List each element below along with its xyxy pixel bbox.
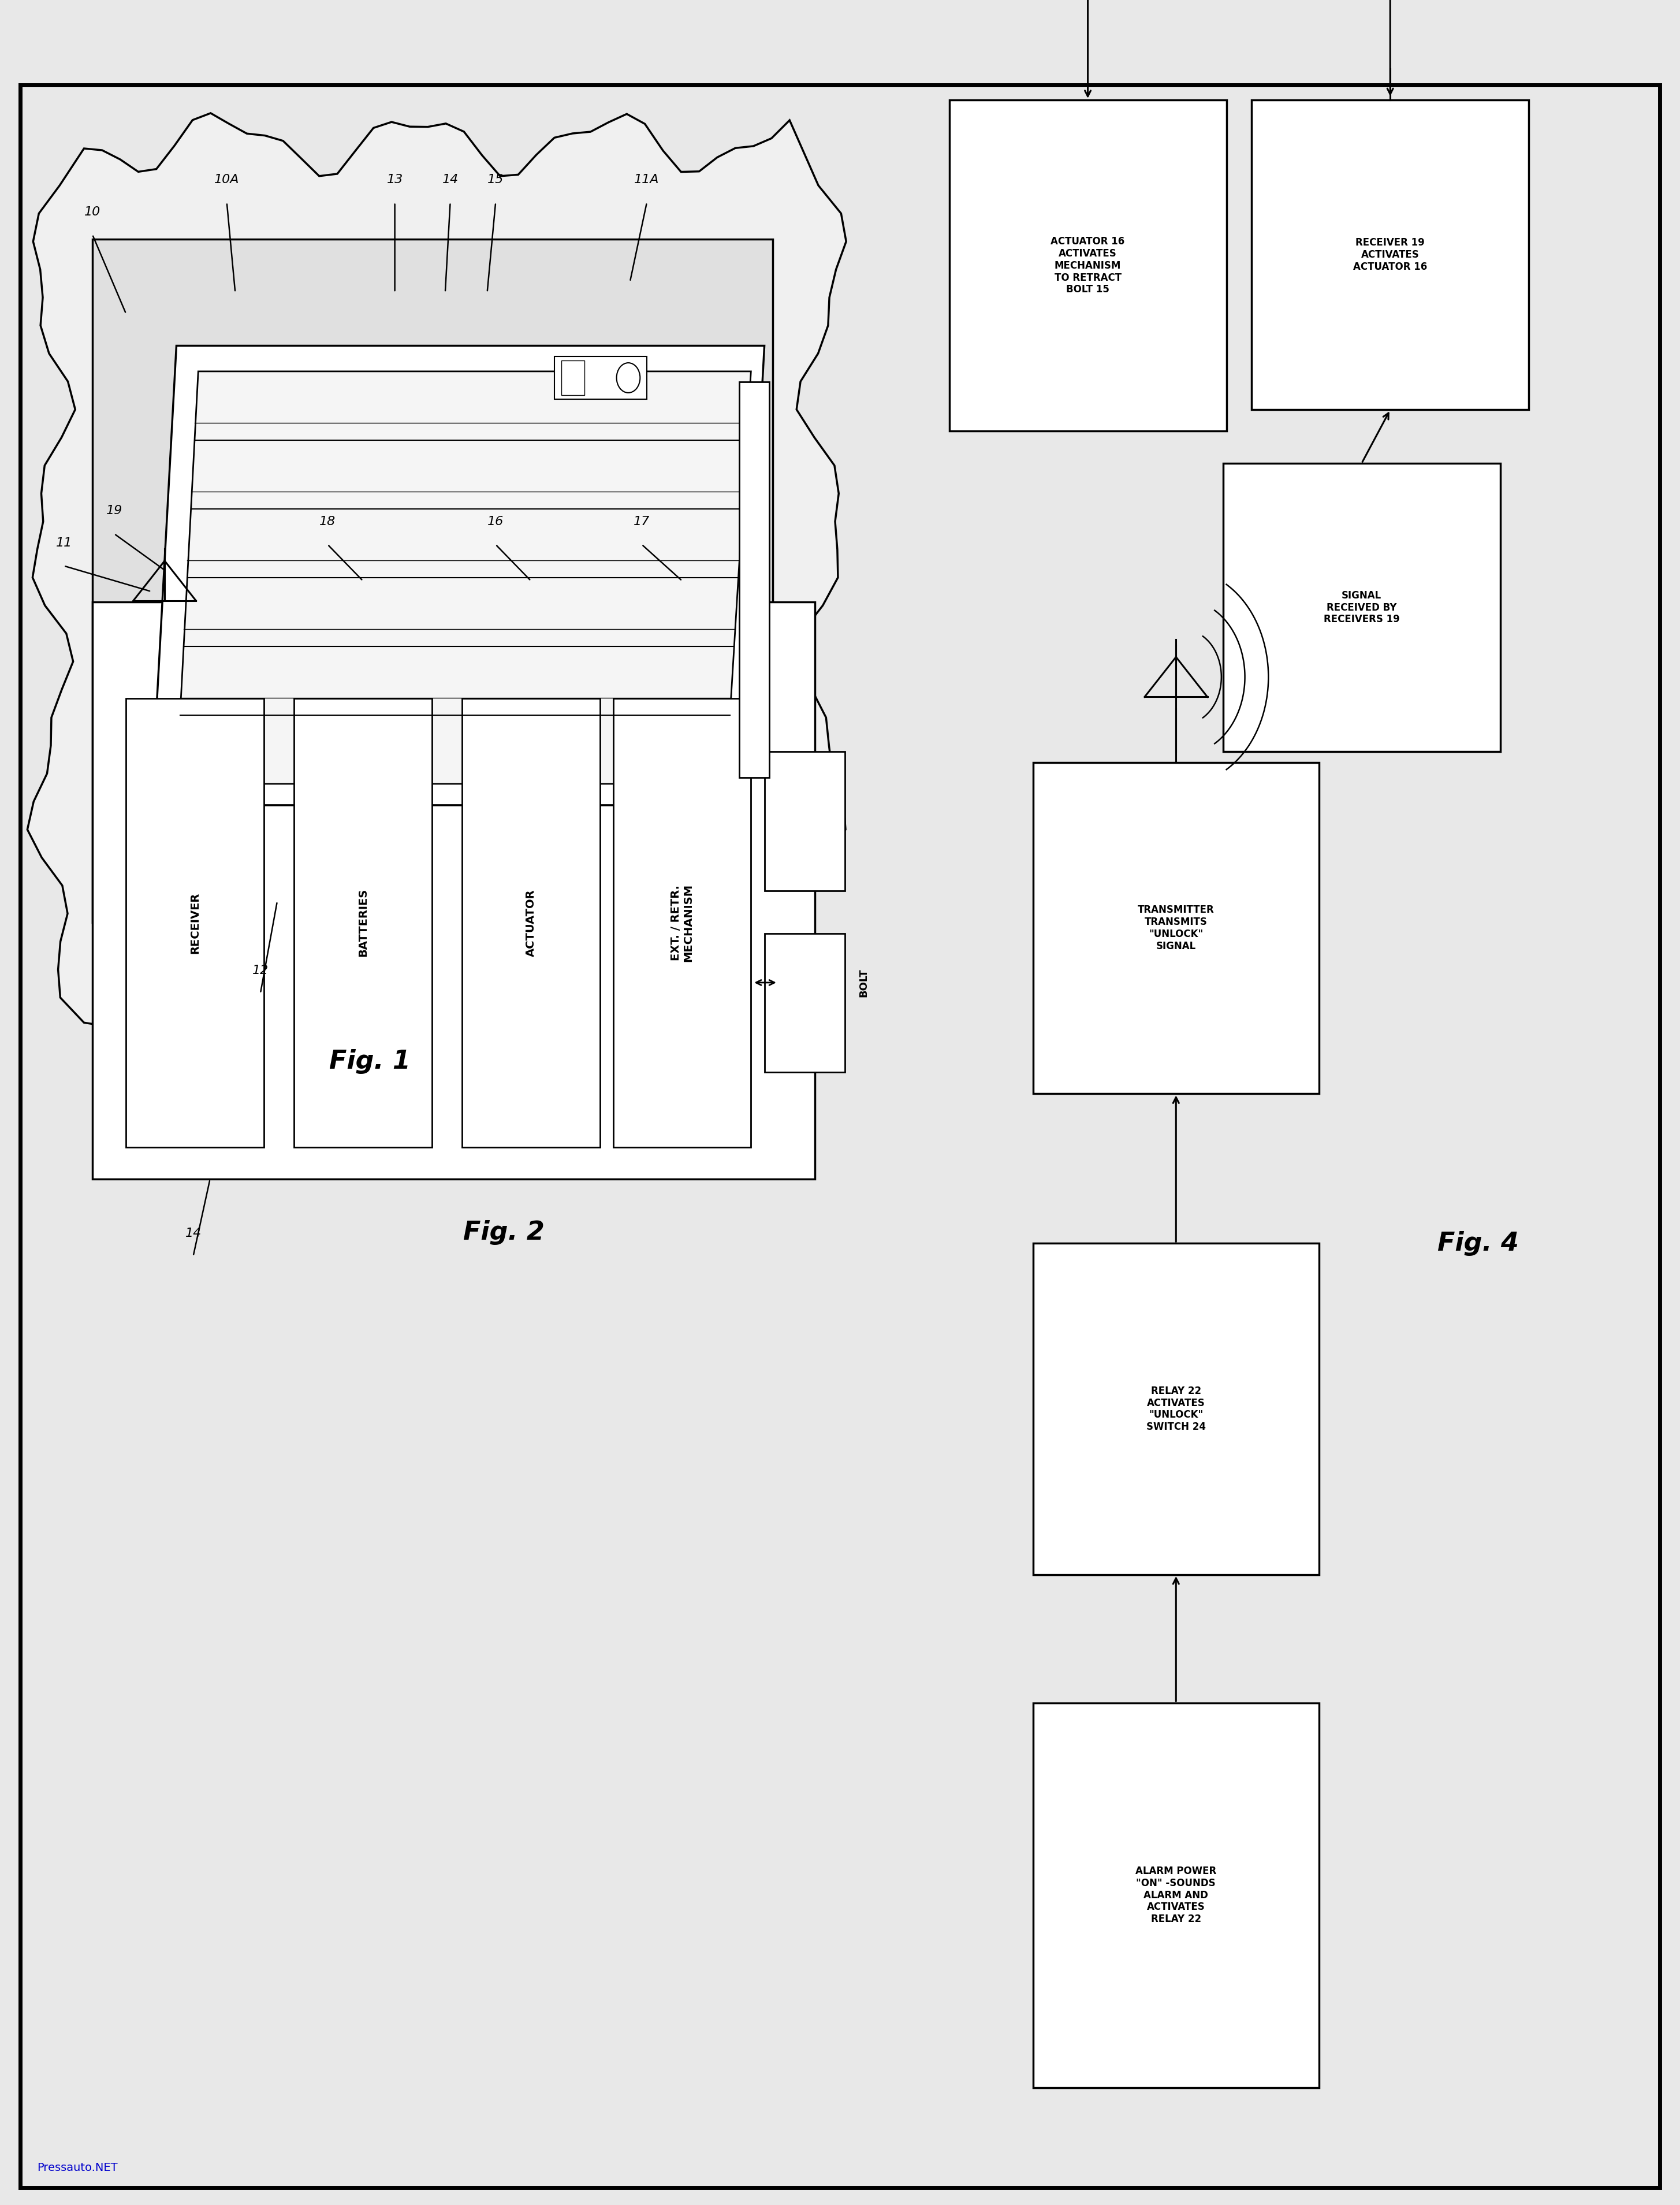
Bar xyxy=(764,933,845,1072)
Bar xyxy=(92,238,773,922)
Text: 16: 16 xyxy=(487,516,504,527)
Text: 15: 15 xyxy=(487,174,504,185)
Polygon shape xyxy=(151,346,764,805)
Bar xyxy=(126,699,264,1147)
Text: SIGNAL
RECEIVED BY
RECEIVERS 19: SIGNAL RECEIVED BY RECEIVERS 19 xyxy=(1324,591,1399,624)
Text: 14: 14 xyxy=(185,1228,202,1239)
Bar xyxy=(739,381,769,778)
Text: 11: 11 xyxy=(55,538,72,549)
Text: BATTERIES: BATTERIES xyxy=(358,889,368,957)
Text: 14: 14 xyxy=(442,174,459,185)
Bar xyxy=(462,699,600,1147)
Text: Fig. 1: Fig. 1 xyxy=(329,1050,410,1074)
Bar xyxy=(1033,1244,1319,1574)
Bar xyxy=(554,357,647,399)
Text: Fig. 2: Fig. 2 xyxy=(464,1219,544,1246)
Text: 10A: 10A xyxy=(215,174,239,185)
Text: RECEIVER: RECEIVER xyxy=(190,893,200,953)
Text: ALARM POWER
"ON" -SOUNDS
ALARM AND
ACTIVATES
RELAY 22: ALARM POWER "ON" -SOUNDS ALARM AND ACTIV… xyxy=(1136,1865,1216,1925)
Bar xyxy=(949,99,1226,432)
Text: RELAY 22
ACTIVATES
"UNLOCK"
SWITCH 24: RELAY 22 ACTIVATES "UNLOCK" SWITCH 24 xyxy=(1146,1385,1206,1433)
Text: RECEIVER 19
ACTIVATES
ACTUATOR 16: RECEIVER 19 ACTIVATES ACTUATOR 16 xyxy=(1352,238,1428,271)
Bar xyxy=(1223,463,1500,752)
Bar xyxy=(1033,763,1319,1094)
Text: ACTUATOR 16
ACTIVATES
MECHANISM
TO RETRACT
BOLT 15: ACTUATOR 16 ACTIVATES MECHANISM TO RETRA… xyxy=(1050,236,1126,295)
Text: 12: 12 xyxy=(252,964,269,977)
Bar xyxy=(613,699,751,1147)
Text: ACTUATOR: ACTUATOR xyxy=(526,889,536,957)
Text: 11A: 11A xyxy=(635,174,659,185)
Bar xyxy=(1252,99,1529,410)
Text: 18: 18 xyxy=(319,516,336,527)
Text: 10: 10 xyxy=(84,205,101,218)
Text: 17: 17 xyxy=(633,516,650,527)
Bar xyxy=(294,699,432,1147)
Bar xyxy=(92,602,815,1180)
Text: 19: 19 xyxy=(106,505,123,516)
Text: TRANSMITTER
TRANSMITS
"UNLOCK"
SIGNAL: TRANSMITTER TRANSMITS "UNLOCK" SIGNAL xyxy=(1137,904,1215,950)
Bar xyxy=(764,752,845,891)
Polygon shape xyxy=(27,112,847,1072)
Text: 13: 13 xyxy=(386,174,403,185)
Bar xyxy=(1033,1702,1319,2088)
Text: BOLT: BOLT xyxy=(858,968,869,997)
Text: Fig. 4: Fig. 4 xyxy=(1438,1230,1519,1255)
Polygon shape xyxy=(176,370,751,783)
Text: Pressauto.NET: Pressauto.NET xyxy=(37,2161,118,2172)
Bar xyxy=(561,362,585,395)
Text: EXT. / RETR.
MECHANISM: EXT. / RETR. MECHANISM xyxy=(670,884,694,961)
